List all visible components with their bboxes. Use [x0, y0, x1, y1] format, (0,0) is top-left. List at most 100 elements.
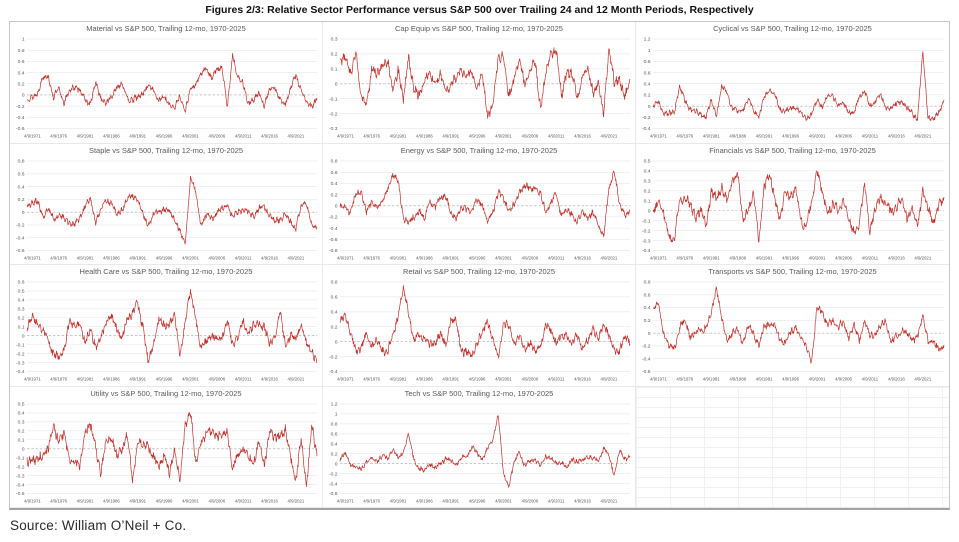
- svg-text:0.6: 0.6: [18, 280, 25, 286]
- svg-text:-0.4: -0.4: [642, 126, 651, 132]
- svg-text:0.4: 0.4: [331, 310, 338, 316]
- svg-text:4/9/1971: 4/9/1971: [24, 134, 41, 139]
- svg-text:0.6: 0.6: [331, 295, 338, 301]
- svg-text:4/9/1991: 4/9/1991: [442, 134, 459, 139]
- svg-text:4/9/1981: 4/9/1981: [390, 377, 407, 382]
- svg-text:4/9/1991: 4/9/1991: [129, 498, 146, 503]
- svg-text:4/9/1971: 4/9/1971: [24, 498, 41, 503]
- svg-text:-0.2: -0.2: [329, 111, 338, 117]
- svg-text:0.8: 0.8: [331, 280, 338, 286]
- svg-text:4/9/1991: 4/9/1991: [129, 255, 146, 260]
- svg-text:4/9/2006: 4/9/2006: [521, 255, 538, 260]
- svg-text:4/9/1996: 4/9/1996: [469, 377, 486, 382]
- svg-text:4/9/1991: 4/9/1991: [756, 255, 773, 260]
- svg-text:-0.6: -0.6: [16, 248, 25, 254]
- svg-text:-0.2: -0.2: [642, 115, 651, 121]
- chart-title: Utility vs S&P 500, Trailing 12-mo, 1970…: [90, 388, 242, 398]
- svg-text:0.6: 0.6: [331, 169, 338, 175]
- chart-plot: -0.8 -0.6 -0.4 -0.2 0 0.2 0.4 0.6 0.8 4/9/1971 4/9…: [323, 157, 635, 264]
- chart-plot: -0.6 -0.4 -0.2 0 0.2 0.4 0.6 0.8 4/9/1971 4/9/197…: [10, 157, 322, 264]
- svg-text:-0.6: -0.6: [329, 237, 338, 243]
- svg-text:4/9/2021: 4/9/2021: [288, 498, 305, 503]
- svg-text:4/9/1976: 4/9/1976: [363, 377, 380, 382]
- svg-text:4/9/1981: 4/9/1981: [77, 498, 94, 503]
- svg-text:4/9/2016: 4/9/2016: [261, 255, 278, 260]
- charts-grid: Material vs S&P 500, Trailing 12-mo, 197…: [9, 21, 950, 510]
- svg-text:4/9/2016: 4/9/2016: [574, 377, 591, 382]
- svg-text:4/9/2021: 4/9/2021: [601, 377, 618, 382]
- svg-text:0.6: 0.6: [18, 59, 25, 65]
- svg-text:0.2: 0.2: [18, 81, 25, 87]
- svg-text:4/9/1971: 4/9/1971: [337, 377, 354, 382]
- svg-text:0: 0: [648, 208, 651, 214]
- svg-text:4/9/1986: 4/9/1986: [103, 134, 120, 139]
- svg-text:4/9/1981: 4/9/1981: [390, 255, 407, 260]
- svg-text:0.6: 0.6: [331, 431, 338, 437]
- chart-plot: -0.6 -0.4 -0.2 0 0.2 0.4 0.6 0.8 4/9/1971 4/9/197…: [636, 278, 949, 385]
- svg-text:4/9/1991: 4/9/1991: [442, 255, 459, 260]
- svg-text:0.3: 0.3: [644, 178, 651, 184]
- svg-text:0.2: 0.2: [331, 324, 338, 330]
- svg-text:-0.4: -0.4: [329, 225, 338, 231]
- svg-text:4/9/1976: 4/9/1976: [676, 377, 693, 382]
- svg-text:4/9/1971: 4/9/1971: [650, 255, 667, 260]
- svg-text:4/9/2021: 4/9/2021: [601, 498, 618, 503]
- svg-text:4/9/1981: 4/9/1981: [77, 255, 94, 260]
- svg-text:0.4: 0.4: [331, 181, 338, 187]
- chart-plot: -0.4 -0.2 0 0.2 0.4 0.6 0.8 1 1.2 4/9/1971 4/9/197…: [636, 35, 949, 142]
- svg-text:0.4: 0.4: [18, 410, 25, 416]
- svg-text:0.3: 0.3: [331, 37, 338, 43]
- svg-text:-0.2: -0.2: [16, 104, 25, 110]
- svg-text:-0.2: -0.2: [329, 471, 338, 477]
- chart-title: Cap Equip vs S&P 500, Trailing 12-mo, 19…: [395, 24, 563, 33]
- svg-text:4/9/2001: 4/9/2001: [809, 255, 826, 260]
- svg-text:0.2: 0.2: [331, 451, 338, 457]
- chart-cell-cap-equip: Cap Equip vs S&P 500, Trailing 12-mo, 19…: [323, 22, 636, 144]
- svg-text:4/9/1976: 4/9/1976: [50, 498, 67, 503]
- svg-text:4/9/1991: 4/9/1991: [129, 134, 146, 139]
- svg-text:0.8: 0.8: [644, 59, 651, 65]
- svg-text:4/9/2016: 4/9/2016: [574, 134, 591, 139]
- svg-text:-0.6: -0.6: [642, 369, 651, 375]
- chart-title: Health Care vs S&P 500, Trailing 12-mo, …: [79, 267, 253, 276]
- svg-text:4/9/1986: 4/9/1986: [103, 255, 120, 260]
- svg-text:0.3: 0.3: [18, 419, 25, 425]
- svg-text:4/9/1981: 4/9/1981: [390, 134, 407, 139]
- svg-text:0.4: 0.4: [18, 298, 25, 304]
- svg-text:0.8: 0.8: [644, 280, 651, 286]
- svg-text:4/9/1996: 4/9/1996: [156, 134, 173, 139]
- svg-text:4/9/1996: 4/9/1996: [469, 498, 486, 503]
- chart-cell-transports: Transports vs S&P 500, Trailing 12-mo, 1…: [636, 265, 949, 387]
- chart-cell-utility: Utility vs S&P 500, Trailing 12-mo, 1970…: [10, 386, 323, 508]
- svg-text:4/9/1971: 4/9/1971: [650, 134, 667, 139]
- chart-plot: -0.4 -0.3 -0.2 -0.1 0 0.1 0.2 0.3 0.4 0.5 0.6 4/9/1…: [10, 278, 322, 385]
- svg-text:4/9/2001: 4/9/2001: [809, 134, 826, 139]
- svg-text:1: 1: [648, 48, 651, 54]
- svg-text:0: 0: [22, 333, 25, 339]
- chart-plot: -0.6 -0.4 -0.2 0 0.2 0.4 0.6 0.8 1 4/9/1971 4/9/19…: [10, 35, 322, 142]
- svg-text:4/9/2011: 4/9/2011: [862, 255, 879, 260]
- svg-text:0.5: 0.5: [18, 401, 25, 407]
- svg-text:4/9/1986: 4/9/1986: [729, 255, 746, 260]
- svg-text:1: 1: [335, 411, 338, 417]
- svg-text:4/9/1986: 4/9/1986: [416, 134, 433, 139]
- svg-text:4/9/2021: 4/9/2021: [288, 134, 305, 139]
- svg-text:-0.2: -0.2: [329, 354, 338, 360]
- svg-text:-0.2: -0.2: [16, 464, 25, 470]
- chart-plot: -0.3 -0.2 -0.1 0 0.1 0.2 0.3 4/9/1971 4/9/1976 4/…: [323, 35, 635, 142]
- svg-text:4/9/1981: 4/9/1981: [77, 134, 94, 139]
- svg-text:4/9/2011: 4/9/2011: [235, 134, 252, 139]
- svg-text:4/9/1996: 4/9/1996: [782, 134, 799, 139]
- svg-text:-0.3: -0.3: [16, 473, 25, 479]
- svg-text:4/9/1976: 4/9/1976: [363, 255, 380, 260]
- svg-text:4/9/2001: 4/9/2001: [495, 134, 512, 139]
- svg-text:0.2: 0.2: [18, 197, 25, 203]
- svg-text:0.8: 0.8: [18, 48, 25, 54]
- svg-text:-0.4: -0.4: [16, 115, 25, 121]
- svg-text:0: 0: [22, 209, 25, 215]
- svg-text:0.4: 0.4: [644, 81, 651, 87]
- svg-text:0.2: 0.2: [644, 188, 651, 194]
- svg-text:4/9/1976: 4/9/1976: [363, 498, 380, 503]
- svg-text:4/9/2006: 4/9/2006: [835, 134, 852, 139]
- svg-text:-0.2: -0.2: [329, 214, 338, 220]
